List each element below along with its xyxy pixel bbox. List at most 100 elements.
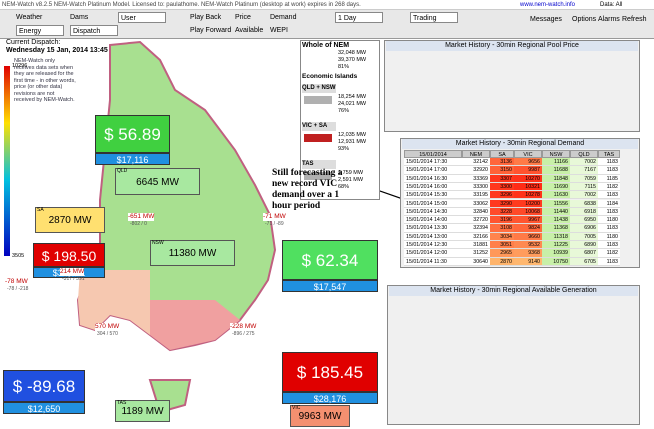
table-cell: 33300 [462, 182, 490, 192]
region-price: $ 56.89 [95, 115, 170, 153]
region-name: NSW [152, 240, 164, 246]
table-cell: 1180 [598, 232, 620, 241]
table-cell: 7115 [570, 182, 598, 192]
table-cell: 11438 [542, 216, 570, 225]
region-demand: 2870 MW [35, 207, 105, 233]
toolbar-messages[interactable]: Messages [530, 16, 562, 23]
toolbar-wepi[interactable]: WEPI [270, 27, 288, 34]
table-cell: 15/01/2014 17:00 [404, 166, 462, 175]
table-cell: 15/01/2014 16:00 [404, 182, 462, 192]
toolbar-alarms[interactable]: Alarms [598, 16, 620, 23]
table-cell: 32920 [462, 166, 490, 175]
table-header: QLD [570, 150, 598, 158]
table-cell: 15/01/2014 15:00 [404, 199, 462, 208]
toolbar-price[interactable]: Price [235, 14, 251, 21]
table-cell: 11630 [542, 191, 570, 200]
interconnector-flow: -71 MW [263, 213, 286, 221]
toolbar-refresh[interactable]: Refresh [622, 16, 647, 23]
toolbar-options[interactable]: Options [572, 16, 597, 23]
toolbar-user[interactable]: User [118, 12, 166, 23]
toolbar-play_forward[interactable]: Play Forward [190, 27, 232, 34]
toolbar-dams[interactable]: Dams [70, 14, 89, 21]
table-header: SA [490, 150, 514, 158]
toolbar-available[interactable]: Available [235, 27, 264, 34]
table-cell: 9967 [514, 216, 542, 225]
interconnector-flow: -78 MW [5, 278, 28, 286]
table-cell: 32394 [462, 224, 490, 233]
toolbar-weather[interactable]: Weather [16, 14, 43, 21]
annotation: Still forecasting a new record VIC deman… [272, 168, 343, 211]
window-title: NEM-Watch v8.2.5 NEM-Watch Platinum Mode… [2, 2, 361, 8]
interconnector-limits: -317 / 391 [62, 276, 85, 282]
region-price: $ 185.45 [282, 352, 378, 392]
table-cell: 11166 [542, 158, 570, 167]
table-cell: 6950 [570, 216, 598, 225]
table-cell: 15/01/2014 16:30 [404, 174, 462, 183]
table-cell: 30640 [462, 257, 490, 266]
table-cell: 2870 [490, 257, 514, 266]
toolbar-period[interactable]: 1 Day [335, 12, 383, 23]
region-demand: 9963 MW [290, 405, 350, 427]
group-value: 2,591 MW [338, 177, 364, 183]
interconnector-limits: -802 / 0 [130, 221, 147, 227]
table-cell: 11556 [542, 199, 570, 208]
chart: 04,0008,00012,00015/01/201416/01/201417/… [384, 51, 640, 132]
interconnector-limits: 304 / 570 [97, 331, 118, 337]
table-cell: 1183 [598, 207, 620, 217]
table-title: Market History - 30min Regional Demand [402, 139, 638, 149]
region-name: TAS [117, 400, 127, 406]
table-cell: 9660 [514, 232, 542, 241]
table-cell: 31881 [462, 241, 490, 250]
table-cell: 10750 [542, 257, 570, 266]
table-cell: 1182 [598, 249, 620, 258]
table-cell: 3290 [490, 199, 514, 208]
region-demand: 1189 MW [115, 400, 170, 422]
table-cell: 1184 [598, 199, 620, 208]
region-demand: 6645 MW [115, 168, 200, 195]
region-demand: 11380 MW [150, 240, 235, 266]
group-value: 93% [338, 146, 350, 152]
interconnector-flow: 570 MW [95, 323, 120, 331]
table-cell: 7167 [570, 166, 598, 175]
summary-value: 32,048 MW [338, 50, 367, 56]
table-cell: 9140 [514, 257, 542, 266]
group-value: 24,021 MW [338, 101, 367, 107]
toolbar-dispatch[interactable]: Dispatch [70, 25, 118, 36]
table-cell: 9656 [514, 158, 542, 167]
table-cell: 1183 [598, 224, 620, 233]
table-cell: 33195 [462, 191, 490, 200]
interconnector-flow: -651 MW [128, 213, 155, 221]
table-cell: 3228 [490, 207, 514, 217]
table-cell: 6838 [570, 199, 598, 208]
region-price: $ 198.50 [33, 243, 105, 267]
table-cell: 15/01/2014 14:00 [404, 216, 462, 225]
toolbar-interval[interactable]: Trading [410, 12, 458, 23]
interconnector-flow: 214 MW [60, 268, 85, 276]
chart-window [387, 285, 640, 425]
summary-value: 81% [338, 64, 350, 70]
toolbar-demand[interactable]: Demand [270, 14, 297, 21]
table-cell: 31252 [462, 249, 490, 258]
region-revenue: $12,650 [3, 402, 85, 414]
table-cell: 10270 [514, 174, 542, 183]
table-cell: 7059 [570, 174, 598, 183]
table-cell: 9368 [514, 249, 542, 258]
group-value: 18,254 MW [338, 94, 367, 100]
group-value: 76% [338, 108, 350, 114]
table-header: 15/01/2014 [404, 150, 462, 158]
group-value: 12,035 MW [338, 132, 367, 138]
table-cell: 32840 [462, 207, 490, 217]
table-cell: 15/01/2014 15:30 [404, 191, 462, 200]
toolbar-energy[interactable]: Energy [16, 25, 64, 36]
group-value: 12,931 MW [338, 139, 367, 145]
table-cell: 6705 [570, 257, 598, 266]
toolbar-play_back[interactable]: Play Back [190, 14, 222, 21]
chart-window [384, 40, 640, 132]
group-name: TAS [302, 160, 336, 169]
table-cell: 33369 [462, 174, 490, 183]
table-cell: 11688 [542, 166, 570, 175]
sa-region [78, 270, 150, 335]
dispatch-label: Current Dispatch: [6, 39, 61, 46]
table-cell: 2965 [490, 249, 514, 258]
